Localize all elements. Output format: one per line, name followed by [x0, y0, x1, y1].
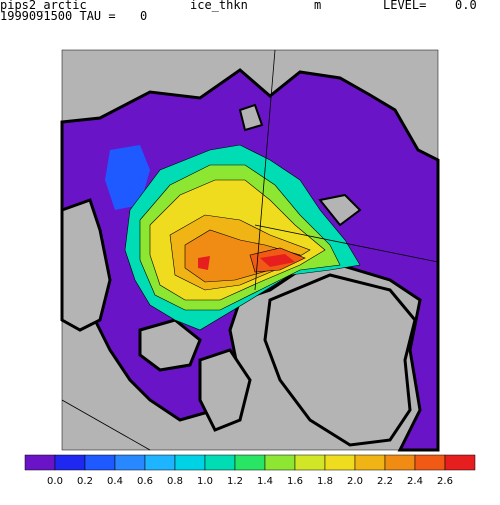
colorbar-swatch	[294, 454, 326, 471]
colorbar-swatch	[144, 454, 176, 471]
ice	[198, 256, 210, 270]
level: 0.0	[455, 0, 477, 12]
colorbar-swatch	[384, 454, 416, 471]
model-name: pips2_arctic	[0, 0, 87, 12]
island	[238, 103, 264, 132]
colorbar-label: 1.4	[257, 476, 273, 487]
colorbar-label: 0.8	[167, 476, 183, 487]
level-label: LEVEL=	[383, 0, 426, 12]
tau: 0	[140, 9, 147, 23]
colorbar-label: 1.0	[197, 476, 213, 487]
island	[198, 348, 252, 432]
map	[60, 49, 440, 452]
colorbar-swatch	[84, 454, 116, 471]
colorbar-label: 0.4	[107, 476, 123, 487]
colorbar-label: 0.2	[77, 476, 93, 487]
colorbar-label: 1.8	[317, 476, 333, 487]
colorbar-swatch	[174, 454, 206, 471]
colorbar-swatch	[414, 454, 446, 471]
colorbar-label: 1.2	[227, 476, 243, 487]
colorbar-label: 2.4	[407, 476, 423, 487]
greenland	[263, 273, 417, 447]
colorbar-swatch	[354, 454, 386, 471]
map-frame	[61, 49, 439, 451]
colorbar-label: 0.6	[137, 476, 153, 487]
colorbar-label: 0.0	[47, 476, 63, 487]
time-label: 1999091500 TAU =	[0, 9, 116, 23]
meridian	[61, 399, 151, 451]
ice	[105, 145, 150, 210]
colorbar-swatch	[114, 454, 146, 471]
meridian	[254, 49, 276, 291]
colorbar-swatch	[204, 454, 236, 471]
colorbar-label: 1.6	[287, 476, 303, 487]
colorbar-swatch	[24, 454, 56, 471]
units: m	[314, 0, 321, 12]
colorbar-swatch	[234, 454, 266, 471]
colorbar-label: 2.0	[347, 476, 363, 487]
island	[318, 193, 362, 227]
ice	[260, 254, 295, 267]
colorbar-swatch	[324, 454, 356, 471]
variable: ice_thkn	[190, 0, 248, 12]
colorbar-label: 2.2	[377, 476, 393, 487]
colorbar-swatch	[444, 454, 476, 471]
land	[60, 198, 112, 332]
ice-thickness	[105, 144, 361, 331]
colorbar-swatch	[264, 454, 296, 471]
colorbar-swatch	[54, 454, 86, 471]
meridian	[254, 224, 439, 263]
colorbar: 0.0 0.2 0.4 0.6 0.8 1.0 1.2 1.4 1.6 1.8 2.0 2.2 2.4 2…	[24, 454, 476, 487]
colorbar-label: 2.6	[437, 476, 453, 487]
